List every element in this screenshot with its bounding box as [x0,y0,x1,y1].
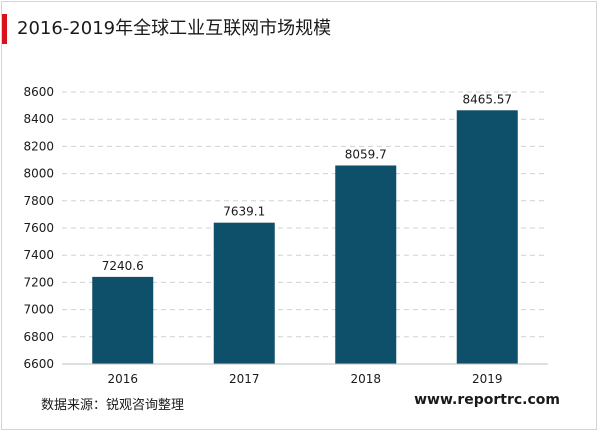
y-tick-label: 7800 [23,194,54,208]
title-accent-bar [2,14,7,44]
y-tick-label: 7000 [23,303,54,317]
data-label: 7240.6 [102,259,144,273]
y-tick-label: 8600 [23,85,54,99]
y-tick-label: 8200 [23,139,54,153]
y-axis-ticks: 6600 6800 7000 7200 7400 7600 7800 8000 8200 8400… [23,85,54,371]
y-tick-label: 6800 [23,330,54,344]
x-tick-label: 2018 [350,372,381,386]
website-url: www.reportrc.com [414,392,560,408]
y-tick-label: 6600 [23,357,54,371]
y-tick-label: 7600 [23,221,54,235]
y-tick-label: 8400 [23,112,54,126]
x-tick-label: 2016 [107,372,138,386]
data-labels: 7240.6 7639.1 8059.7 8465.57 [102,92,512,273]
x-axis-ticks: 2016 2017 2018 2019 [107,372,502,386]
x-tick-label: 2017 [229,372,260,386]
bars [92,110,518,365]
bar [92,276,154,364]
y-tick-label: 7200 [23,275,54,289]
data-label: 8465.57 [462,92,512,106]
data-label: 7639.1 [223,205,265,219]
bar [456,110,518,365]
data-label: 8059.7 [345,147,387,161]
bar [213,222,275,364]
bar [335,165,397,364]
y-tick-label: 7400 [23,248,54,262]
x-tick-label: 2019 [472,372,503,386]
data-source: 数据来源：锐观咨询整理 [41,398,185,413]
chart-title: 2016-2019年全球工业互联网市场规模 [17,18,332,39]
y-tick-label: 8000 [23,167,54,181]
